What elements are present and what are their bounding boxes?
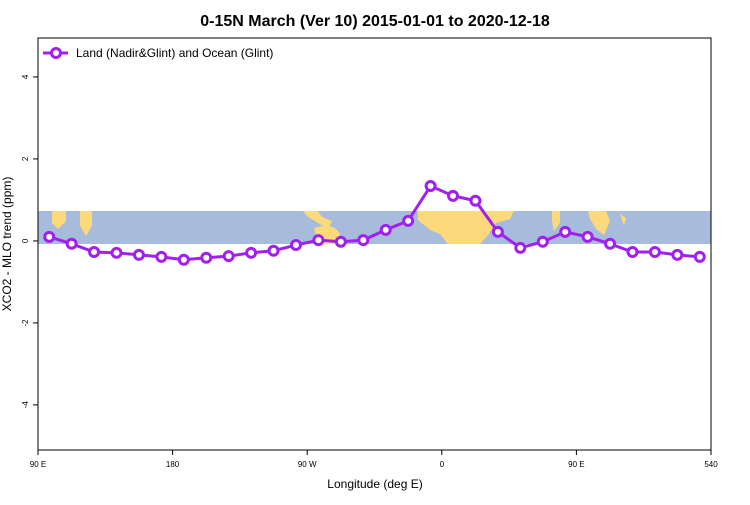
y-tick-label: 4 bbox=[21, 74, 30, 79]
data-point bbox=[155, 250, 168, 263]
x-tick-label: 0 bbox=[440, 460, 445, 469]
data-point bbox=[626, 245, 639, 258]
chart-title: 0-15N March (Ver 10) 2015-01-01 to 2020-… bbox=[200, 13, 550, 30]
data-point bbox=[536, 235, 549, 248]
data-point bbox=[357, 234, 370, 247]
data-point bbox=[491, 225, 504, 238]
data-point bbox=[424, 179, 437, 192]
data-point bbox=[88, 245, 101, 258]
data-point bbox=[648, 245, 661, 258]
data-point bbox=[671, 248, 684, 261]
data-point bbox=[447, 189, 460, 202]
data-point bbox=[289, 239, 302, 252]
y-tick-label: -2 bbox=[21, 319, 30, 327]
data-point bbox=[379, 223, 392, 236]
x-tick-label: 90 W bbox=[298, 460, 317, 469]
y-tick-label: 0 bbox=[21, 238, 30, 243]
data-point bbox=[222, 250, 235, 263]
data-point bbox=[559, 225, 572, 238]
data-point bbox=[693, 250, 706, 263]
y-tick-label: 2 bbox=[21, 156, 30, 161]
x-axis-label: Longitude (deg E) bbox=[327, 477, 422, 491]
legend-label: Land (Nadir&Glint) and Ocean (Glint) bbox=[76, 46, 273, 60]
data-point bbox=[402, 214, 415, 227]
data-point bbox=[65, 237, 78, 250]
data-point bbox=[469, 194, 482, 207]
data-point bbox=[514, 241, 527, 254]
data-point bbox=[43, 230, 56, 243]
data-point bbox=[245, 246, 258, 259]
data-point bbox=[132, 248, 145, 261]
plot-frame bbox=[37, 37, 712, 451]
x-tick-label: 540 bbox=[704, 460, 718, 469]
data-point bbox=[334, 235, 347, 248]
y-tick-label: -4 bbox=[21, 401, 30, 409]
legend: Land (Nadir&Glint) and Ocean (Glint) bbox=[43, 46, 273, 60]
map-band bbox=[38, 211, 711, 244]
y-axis-label: XCO2 - MLO trend (ppm) bbox=[0, 177, 14, 312]
data-point bbox=[200, 251, 213, 264]
x-tick-label: 90 E bbox=[30, 460, 46, 469]
x-tick-label: 180 bbox=[166, 460, 180, 469]
data-point bbox=[312, 234, 325, 247]
data-point bbox=[581, 230, 594, 243]
data-point bbox=[110, 246, 123, 259]
data-point bbox=[267, 244, 280, 257]
data-point bbox=[604, 237, 617, 250]
x-tick-label: 90 E bbox=[568, 460, 584, 469]
data-point bbox=[177, 253, 190, 266]
